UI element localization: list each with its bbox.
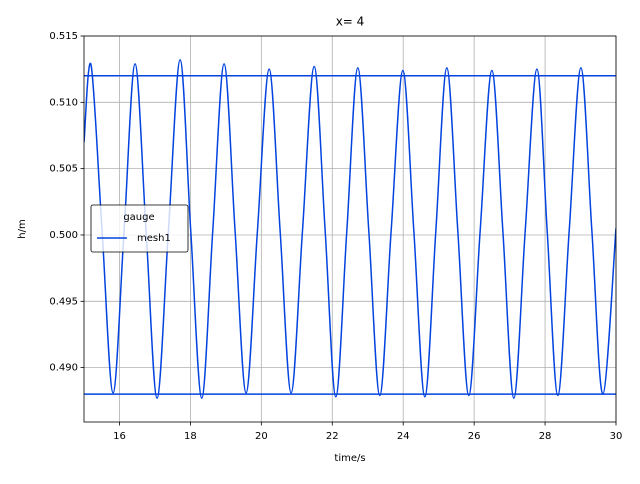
chart-title: x= 4	[336, 15, 365, 29]
legend-label: mesh1	[137, 233, 171, 244]
x-tick-label: 20	[255, 431, 268, 442]
legend-box	[90, 204, 189, 253]
x-tick-label: 28	[539, 431, 552, 442]
y-tick-label: 0.500	[49, 230, 78, 241]
x-tick-label: 24	[397, 431, 410, 442]
legend-title: gauge	[123, 212, 154, 223]
y-axis-label: h/m	[17, 219, 28, 238]
y-tick-label: 0.515	[49, 31, 78, 42]
y-tick-label: 0.495	[49, 296, 78, 307]
x-tick-label: 18	[184, 431, 197, 442]
axes-frame	[83, 35, 617, 423]
y-tick-label: 0.505	[49, 164, 78, 175]
x-tick-label: 30	[610, 431, 623, 442]
x-tick-label: 22	[326, 431, 339, 442]
x-tick-label: 26	[468, 431, 481, 442]
x-axis-label: time/s	[334, 453, 365, 464]
y-tick-label: 0.490	[49, 363, 78, 374]
x-tick-label: 16	[113, 431, 126, 442]
y-tick-label: 0.510	[49, 97, 78, 108]
